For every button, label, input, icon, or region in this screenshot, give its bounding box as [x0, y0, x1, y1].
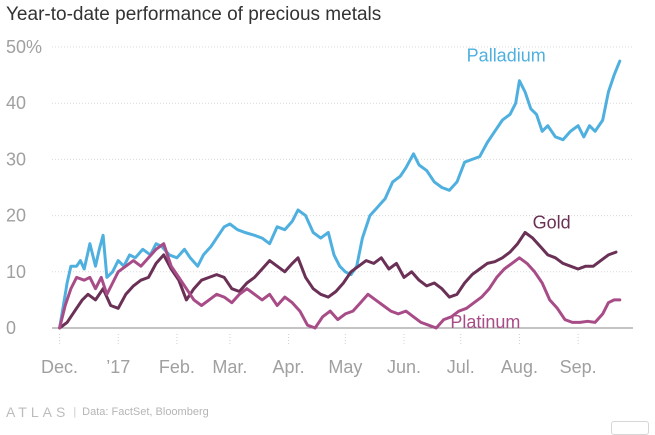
y-tick-label: 50%	[6, 37, 42, 57]
palladium-series-line	[58, 59, 622, 330]
data-source-note: Data: FactSet, Bloomberg	[82, 406, 209, 418]
x-tick-label: Jul.	[447, 357, 475, 377]
x-tick-label: Jun.	[387, 357, 421, 377]
x-tick-label: Aug.	[501, 357, 538, 377]
platinum-series-label: Platinum	[450, 312, 520, 332]
x-tick-label: Apr.	[273, 357, 305, 377]
line-chart: 0 10 20 30 40 50% Dec. ’17 Feb. Mar. Apr. May Jun. Ju…	[6, 37, 633, 377]
x-tick-label: May	[328, 357, 362, 377]
x-tick-label: Mar.	[212, 357, 247, 377]
y-tick-label: 0	[6, 318, 16, 338]
chart-title: Year-to-date performance of precious met…	[6, 4, 382, 25]
corner-tab[interactable]	[611, 421, 649, 435]
chart-footer: ATLAS | Data: FactSet, Bloomberg	[6, 402, 209, 422]
footer-divider: |	[73, 406, 77, 418]
x-tick-label: Sep.	[560, 357, 597, 377]
platinum-series-line	[58, 242, 622, 330]
atlas-logo[interactable]: ATLAS	[6, 404, 70, 420]
palladium-series-label: Palladium	[467, 45, 546, 65]
x-tick-label: Feb.	[159, 357, 195, 377]
y-tick-label: 20	[6, 206, 26, 226]
y-tick-label: 10	[6, 262, 26, 282]
y-tick-label: 30	[6, 149, 26, 169]
gold-series-line	[58, 231, 618, 330]
y-tick-label: 40	[6, 93, 26, 113]
x-tick-label: ’17	[106, 357, 130, 377]
gold-series-label: Gold	[533, 212, 571, 232]
x-tick-label: Dec.	[41, 357, 78, 377]
